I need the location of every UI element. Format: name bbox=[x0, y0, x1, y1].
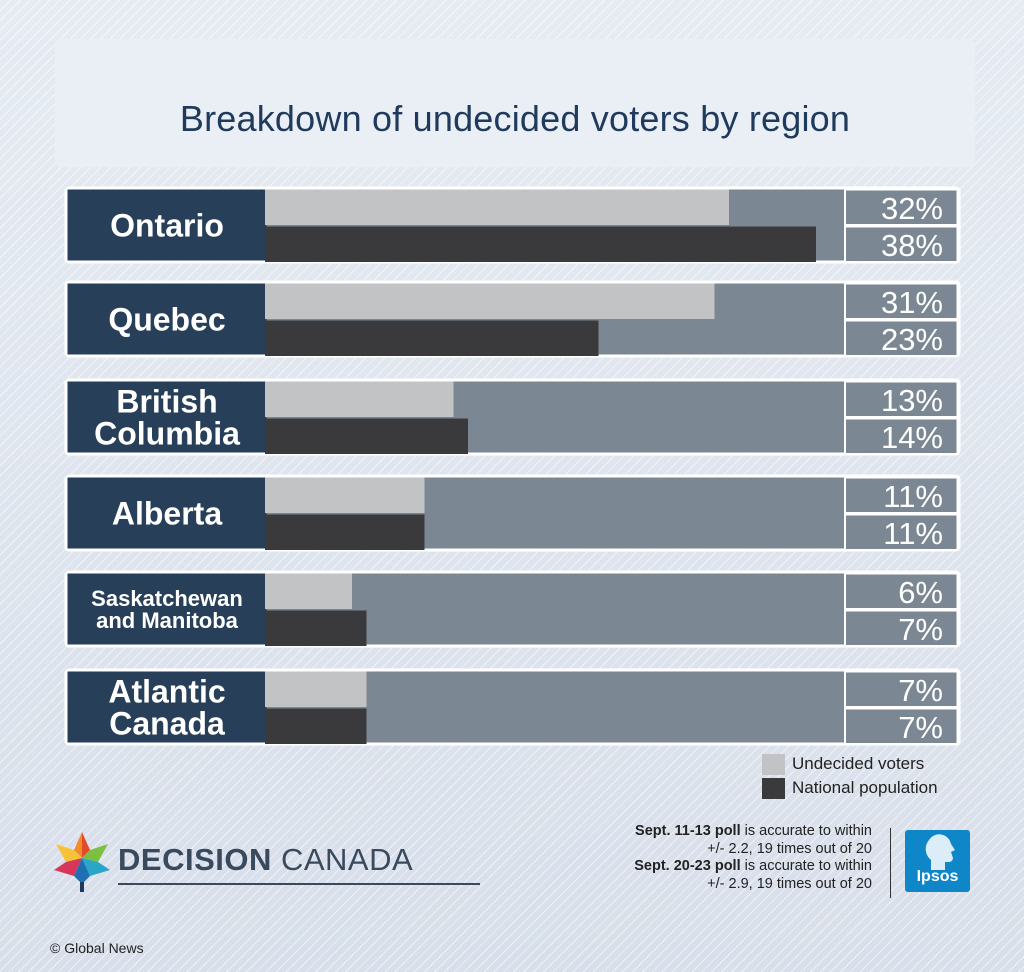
region-label-bg-quebec bbox=[67, 283, 267, 355]
value-box-undecided-british-columbia bbox=[844, 380, 959, 418]
value-label-undecided-ontario: 32% bbox=[881, 191, 943, 226]
value-label-national-saskatchewan-and-manitoba: 7% bbox=[898, 612, 943, 647]
chart-title: Breakdown of undecided voters by region bbox=[179, 98, 851, 139]
value-box-national-saskatchewan-and-manitoba bbox=[844, 609, 959, 647]
bar-undecided-atlantic-canada bbox=[265, 671, 367, 707]
value-box-undecided-saskatchewan-and-manitoba bbox=[844, 572, 959, 610]
value-box-national-quebec bbox=[844, 319, 959, 357]
region-label-bg-british-columbia bbox=[67, 381, 267, 453]
value-box-undecided-atlantic-canada bbox=[844, 670, 959, 708]
region-label-bg-alberta bbox=[67, 477, 267, 549]
legend-label-national: National population bbox=[792, 778, 938, 797]
value-box-national-british-columbia bbox=[844, 417, 959, 455]
legend-label-undecided: Undecided voters bbox=[792, 754, 925, 773]
ipsos-logo: Ipsos bbox=[905, 830, 970, 892]
value-label-national-ontario: 38% bbox=[881, 228, 943, 263]
value-label-undecided-atlantic-canada: 7% bbox=[898, 673, 943, 708]
margin-of-error-note: Sept. 11-13 poll is accurate to within +… bbox=[634, 823, 872, 892]
legend-item-national: National population bbox=[762, 776, 938, 800]
bar-undecided-british-columbia bbox=[265, 381, 454, 417]
value-box-national-alberta bbox=[844, 513, 959, 551]
logo-underline bbox=[118, 883, 480, 885]
region-label-atlantic-canada: Canada bbox=[109, 706, 225, 742]
region-label-quebec: Quebec bbox=[108, 302, 225, 338]
decision-canada-logo: DECISION CANADA bbox=[50, 828, 480, 898]
bar-national-alberta bbox=[265, 514, 425, 550]
value-box-national-ontario bbox=[844, 225, 959, 263]
credit: © Global News bbox=[50, 940, 144, 956]
legend-swatch-undecided bbox=[762, 753, 785, 775]
value-box-undecided-ontario bbox=[844, 188, 959, 226]
legend-item-undecided: Undecided voters bbox=[762, 752, 938, 776]
maple-leaf-icon bbox=[54, 832, 110, 892]
profile-icon bbox=[925, 834, 955, 870]
region-label-ontario: Ontario bbox=[110, 208, 224, 244]
region-label-british-columbia: Columbia bbox=[94, 416, 240, 452]
title-box: Breakdown of undecided voters by region bbox=[55, 39, 975, 167]
value-label-undecided-alberta: 11% bbox=[883, 479, 943, 514]
ipsos-label: Ipsos bbox=[916, 868, 959, 885]
region-label-bg-saskatchewan-and-manitoba bbox=[67, 573, 267, 645]
region-label-british-columbia: British bbox=[116, 384, 217, 420]
bar-national-quebec bbox=[265, 320, 599, 356]
region-label-atlantic-canada: Atlantic bbox=[108, 674, 225, 710]
bar-undecided-alberta bbox=[265, 477, 425, 513]
bar-undecided-quebec bbox=[265, 283, 715, 319]
region-label-alberta: Alberta bbox=[112, 496, 222, 532]
value-label-undecided-quebec: 31% bbox=[881, 285, 943, 320]
value-label-national-alberta: 11% bbox=[883, 516, 943, 551]
legend-swatch-national bbox=[762, 777, 785, 799]
region-label-bg-atlantic-canada bbox=[67, 671, 267, 743]
region-label-bg-ontario bbox=[67, 189, 267, 261]
value-box-undecided-quebec bbox=[844, 282, 959, 320]
logo-text: DECISION CANADA bbox=[118, 842, 414, 877]
legend: Undecided voters National population bbox=[762, 752, 938, 800]
value-box-national-atlantic-canada bbox=[844, 707, 959, 745]
bar-undecided-ontario bbox=[265, 189, 729, 225]
bar-national-saskatchewan-and-manitoba bbox=[265, 610, 367, 646]
bar-national-british-columbia bbox=[265, 418, 468, 454]
value-label-undecided-british-columbia: 13% bbox=[881, 383, 943, 418]
value-box-undecided-alberta bbox=[844, 476, 959, 514]
value-label-national-atlantic-canada: 7% bbox=[898, 710, 943, 745]
value-label-undecided-saskatchewan-and-manitoba: 6% bbox=[898, 575, 943, 610]
value-label-national-british-columbia: 14% bbox=[881, 420, 943, 455]
bar-national-atlantic-canada bbox=[265, 708, 367, 744]
value-label-national-quebec: 23% bbox=[881, 322, 943, 357]
bar-undecided-saskatchewan-and-manitoba bbox=[265, 573, 352, 609]
footer-divider bbox=[890, 828, 891, 898]
bar-national-ontario bbox=[265, 226, 816, 262]
region-label-saskatchewan-and-manitoba: and Manitoba bbox=[96, 608, 239, 633]
region-label-saskatchewan-and-manitoba: Saskatchewan bbox=[91, 586, 243, 611]
